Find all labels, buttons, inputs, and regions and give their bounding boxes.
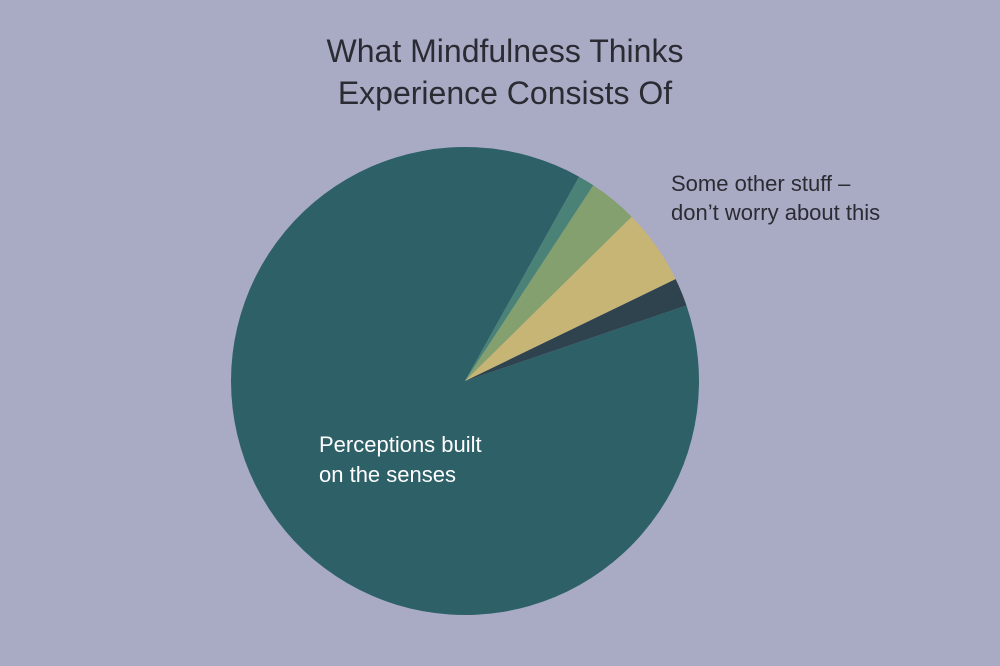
annotation-line-1: Some other stuff – — [671, 171, 851, 196]
annotation-line-2: don’t worry about this — [671, 200, 880, 225]
slice-label-perceptions-line-2: on the senses — [319, 462, 456, 487]
pie-slice-2 — [465, 279, 687, 381]
chart-title-line-1: What Mindfulness Thinks — [326, 33, 684, 69]
annotation-other-stuff: Some other stuff – don’t worry about thi… — [671, 171, 880, 225]
chart-title-line-2: Experience Consists Of — [337, 75, 673, 111]
pie-slice-5 — [465, 176, 594, 381]
pie-slice-4 — [465, 185, 632, 381]
pie-slices — [231, 147, 700, 616]
chart-title: What Mindfulness Thinks Experience Consi… — [0, 30, 1000, 114]
slice-label-perceptions-line-1: Perceptions built — [319, 432, 482, 457]
slice-label-perceptions: Perceptions built on the senses — [319, 432, 488, 487]
pie-slice-1 — [231, 147, 700, 616]
pie-slice-3 — [465, 216, 676, 381]
